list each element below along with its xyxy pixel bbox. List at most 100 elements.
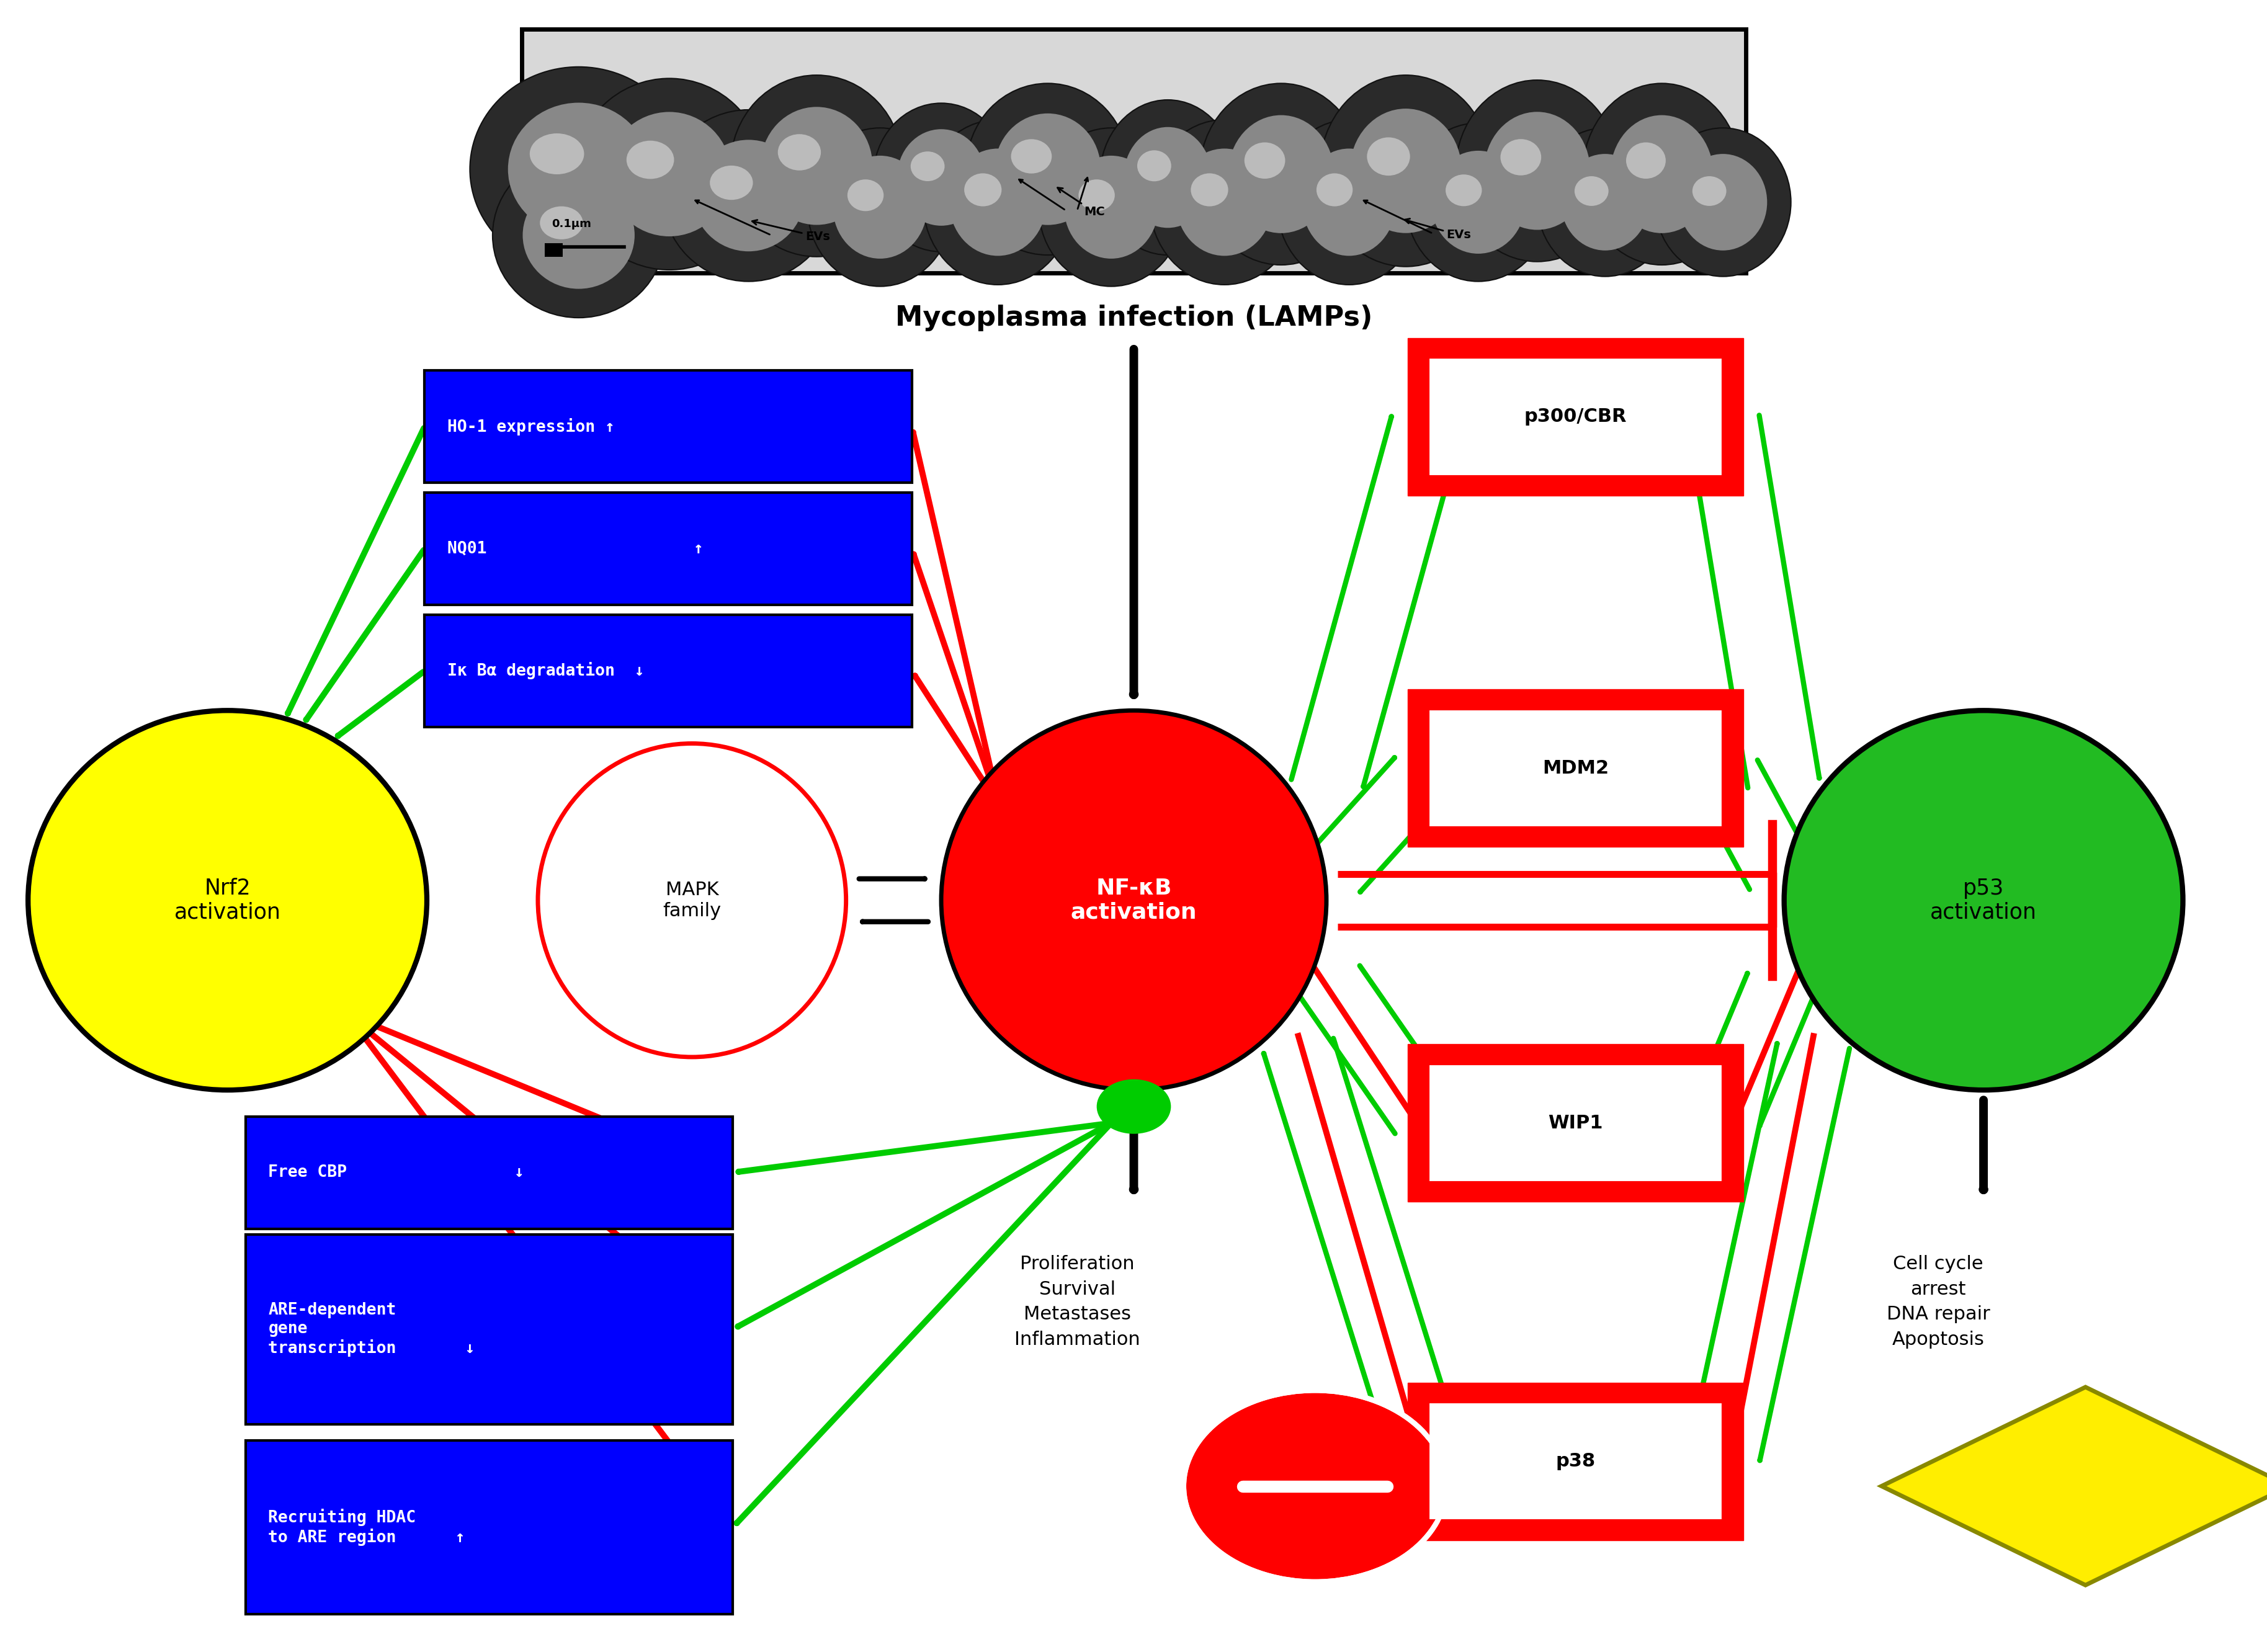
Ellipse shape — [1276, 119, 1421, 284]
Ellipse shape — [1177, 149, 1272, 256]
Ellipse shape — [1582, 83, 1741, 264]
Ellipse shape — [1229, 116, 1333, 233]
Ellipse shape — [530, 134, 585, 175]
FancyBboxPatch shape — [1408, 339, 1743, 496]
FancyBboxPatch shape — [1428, 357, 1723, 476]
FancyBboxPatch shape — [424, 370, 911, 482]
Ellipse shape — [995, 114, 1099, 225]
Ellipse shape — [1011, 139, 1052, 173]
Ellipse shape — [1655, 127, 1791, 276]
Ellipse shape — [950, 149, 1045, 256]
Ellipse shape — [608, 112, 730, 236]
Ellipse shape — [1190, 173, 1229, 206]
FancyBboxPatch shape — [1408, 1044, 1743, 1201]
Ellipse shape — [710, 165, 753, 200]
Text: EVs: EVs — [1403, 218, 1471, 241]
Text: Nrf2
activation: Nrf2 activation — [175, 877, 281, 923]
Ellipse shape — [1444, 175, 1480, 206]
Text: WIP1: WIP1 — [1548, 1113, 1603, 1132]
Ellipse shape — [469, 66, 687, 271]
Text: p38: p38 — [1555, 1452, 1596, 1470]
FancyBboxPatch shape — [245, 1117, 732, 1229]
FancyBboxPatch shape — [1428, 1064, 1723, 1183]
Text: 0.1µm: 0.1µm — [551, 218, 592, 230]
Ellipse shape — [1099, 99, 1236, 254]
FancyBboxPatch shape — [1408, 1383, 1743, 1540]
Ellipse shape — [1560, 154, 1648, 251]
Text: Free CBP                 ↓: Free CBP ↓ — [268, 1165, 524, 1181]
Ellipse shape — [1784, 710, 2183, 1090]
Ellipse shape — [966, 83, 1129, 254]
Text: ARE-dependent
gene
transcription       ↓: ARE-dependent gene transcription ↓ — [268, 1302, 476, 1356]
FancyBboxPatch shape — [245, 1441, 732, 1614]
Ellipse shape — [778, 134, 821, 170]
FancyBboxPatch shape — [1428, 1403, 1723, 1521]
Text: p53
activation: p53 activation — [1929, 877, 2036, 923]
Ellipse shape — [873, 102, 1009, 251]
Ellipse shape — [1349, 109, 1462, 233]
Ellipse shape — [1245, 142, 1285, 178]
Polygon shape — [1882, 1388, 2267, 1586]
Text: Proliferation
Survival
Metastases
Inflammation: Proliferation Survival Metastases Inflam… — [1013, 1256, 1140, 1348]
Ellipse shape — [898, 129, 986, 226]
Text: MAPK
family: MAPK family — [662, 881, 721, 920]
Ellipse shape — [1483, 112, 1589, 230]
Text: HO-1 expression ↑: HO-1 expression ↑ — [447, 418, 614, 436]
Ellipse shape — [963, 173, 1002, 206]
Text: NF-κB
activation: NF-κB activation — [1070, 877, 1197, 923]
Ellipse shape — [626, 140, 673, 178]
Text: MDM2: MDM2 — [1542, 760, 1610, 776]
Ellipse shape — [691, 140, 805, 251]
Ellipse shape — [848, 180, 884, 211]
Ellipse shape — [662, 109, 834, 281]
FancyBboxPatch shape — [544, 243, 562, 256]
FancyBboxPatch shape — [521, 30, 1746, 273]
Ellipse shape — [1367, 137, 1410, 175]
Ellipse shape — [730, 74, 902, 256]
Ellipse shape — [1063, 155, 1158, 259]
Ellipse shape — [911, 152, 945, 182]
Ellipse shape — [492, 152, 664, 317]
Text: Cell cycle
arrest
DNA repair
Apoptosis: Cell cycle arrest DNA repair Apoptosis — [1886, 1256, 1990, 1348]
Ellipse shape — [1124, 127, 1211, 228]
FancyBboxPatch shape — [424, 492, 911, 605]
Ellipse shape — [27, 710, 426, 1090]
Ellipse shape — [1678, 154, 1766, 251]
Ellipse shape — [524, 182, 635, 289]
Ellipse shape — [1573, 177, 1607, 206]
Ellipse shape — [1625, 142, 1666, 178]
FancyBboxPatch shape — [424, 615, 911, 727]
Text: Recruiting HDAC
to ARE region      ↑: Recruiting HDAC to ARE region ↑ — [268, 1508, 465, 1546]
Ellipse shape — [1537, 127, 1673, 276]
FancyBboxPatch shape — [1408, 689, 1743, 847]
Ellipse shape — [1199, 83, 1362, 264]
Ellipse shape — [1501, 139, 1542, 175]
Ellipse shape — [1610, 116, 1714, 233]
Ellipse shape — [1301, 149, 1396, 256]
Ellipse shape — [1317, 173, 1353, 206]
Ellipse shape — [540, 206, 583, 240]
FancyBboxPatch shape — [245, 1234, 732, 1424]
Ellipse shape — [1691, 177, 1725, 206]
Text: NQ01                     ↑: NQ01 ↑ — [447, 540, 703, 557]
Circle shape — [1097, 1080, 1170, 1133]
Ellipse shape — [941, 710, 1326, 1090]
Text: MC: MC — [1056, 188, 1104, 218]
Ellipse shape — [537, 743, 846, 1057]
Text: Mycoplasma infection (LAMPs): Mycoplasma infection (LAMPs) — [895, 304, 1372, 330]
Ellipse shape — [759, 107, 873, 225]
Ellipse shape — [1319, 74, 1492, 266]
Text: EVs: EVs — [753, 220, 830, 243]
Ellipse shape — [1149, 119, 1299, 284]
Ellipse shape — [1430, 150, 1526, 254]
FancyBboxPatch shape — [1428, 709, 1723, 828]
Ellipse shape — [807, 127, 952, 286]
Ellipse shape — [1038, 127, 1183, 286]
Ellipse shape — [923, 119, 1072, 284]
Ellipse shape — [1455, 79, 1619, 261]
Text: p300/CBR: p300/CBR — [1523, 408, 1625, 426]
Ellipse shape — [508, 102, 648, 236]
Ellipse shape — [1136, 150, 1170, 182]
Ellipse shape — [832, 155, 927, 259]
Ellipse shape — [574, 78, 764, 269]
